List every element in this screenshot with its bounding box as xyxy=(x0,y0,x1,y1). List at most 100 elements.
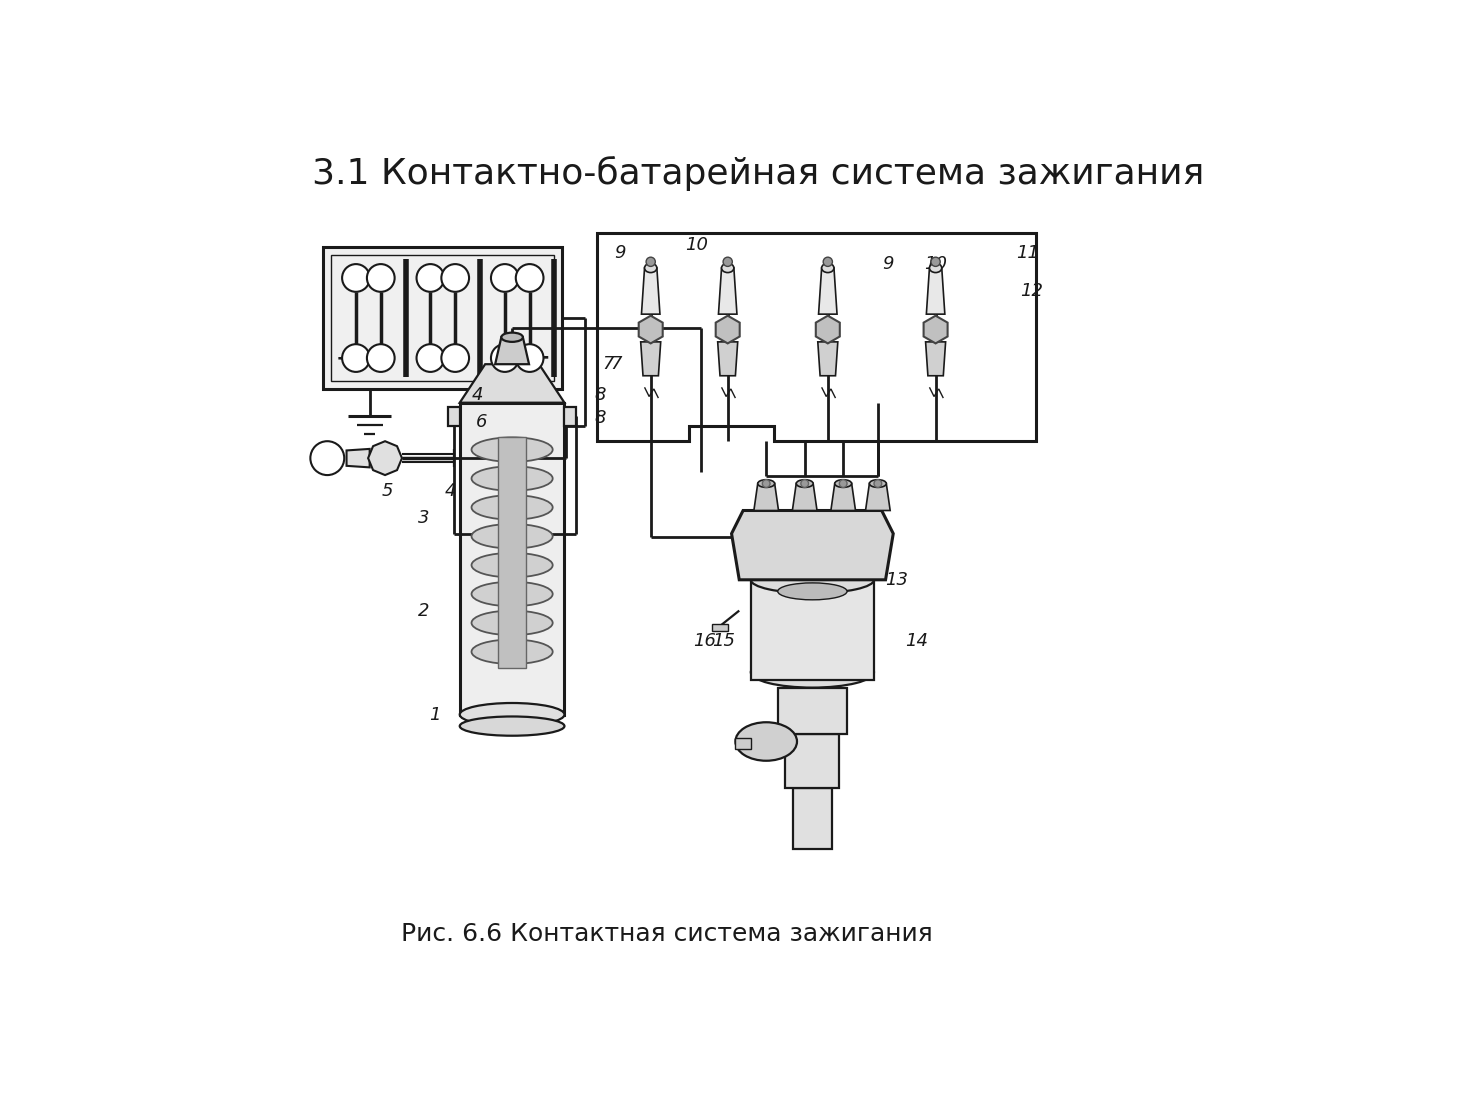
Circle shape xyxy=(647,258,656,266)
Circle shape xyxy=(823,258,832,266)
Polygon shape xyxy=(639,315,663,343)
Circle shape xyxy=(931,258,940,266)
Bar xyxy=(750,579,875,680)
Bar xyxy=(460,403,564,715)
Ellipse shape xyxy=(472,466,552,491)
Ellipse shape xyxy=(835,480,851,487)
Polygon shape xyxy=(641,342,660,376)
Circle shape xyxy=(491,344,518,372)
Circle shape xyxy=(342,264,370,292)
Ellipse shape xyxy=(736,723,798,760)
Text: 3: 3 xyxy=(417,509,429,527)
Text: 8: 8 xyxy=(595,410,607,427)
Text: Рис. 6.6 Контактная система зажигания: Рис. 6.6 Контактная система зажигания xyxy=(401,922,934,946)
Polygon shape xyxy=(460,364,564,403)
Polygon shape xyxy=(731,511,894,579)
Circle shape xyxy=(839,480,847,487)
Text: 4: 4 xyxy=(445,482,456,501)
Polygon shape xyxy=(866,484,889,511)
Text: 3.1 Контактно-батарейная система зажигания: 3.1 Контактно-батарейная система зажиган… xyxy=(312,155,1205,191)
Text: 2: 2 xyxy=(417,602,429,619)
Circle shape xyxy=(801,480,808,487)
Ellipse shape xyxy=(645,263,657,273)
Polygon shape xyxy=(818,268,838,314)
Polygon shape xyxy=(818,342,838,376)
Bar xyxy=(448,406,460,426)
Ellipse shape xyxy=(472,639,552,664)
Text: 16: 16 xyxy=(693,633,716,650)
Polygon shape xyxy=(716,315,740,343)
Bar xyxy=(332,255,555,381)
Text: 7: 7 xyxy=(610,355,622,373)
Text: 5: 5 xyxy=(382,482,394,501)
Ellipse shape xyxy=(460,703,564,726)
Ellipse shape xyxy=(869,480,887,487)
Circle shape xyxy=(515,344,543,372)
Polygon shape xyxy=(924,315,947,343)
Polygon shape xyxy=(815,315,839,343)
Bar xyxy=(564,406,576,426)
Bar xyxy=(786,734,839,788)
Text: 12: 12 xyxy=(1020,282,1043,300)
Bar xyxy=(499,437,525,668)
Text: 7: 7 xyxy=(602,355,614,373)
Polygon shape xyxy=(926,268,944,314)
Ellipse shape xyxy=(821,263,833,273)
Polygon shape xyxy=(369,441,403,475)
Circle shape xyxy=(762,480,770,487)
Circle shape xyxy=(416,264,444,292)
Circle shape xyxy=(515,264,543,292)
Circle shape xyxy=(441,264,469,292)
Bar xyxy=(324,248,562,388)
Circle shape xyxy=(491,264,518,292)
Text: 15: 15 xyxy=(712,633,736,650)
Circle shape xyxy=(367,344,395,372)
Ellipse shape xyxy=(758,480,774,487)
Bar xyxy=(712,625,728,630)
Ellipse shape xyxy=(472,582,552,606)
Ellipse shape xyxy=(472,524,552,548)
Bar xyxy=(793,788,832,849)
Ellipse shape xyxy=(750,657,875,687)
Circle shape xyxy=(342,344,370,372)
Ellipse shape xyxy=(722,263,734,273)
Bar xyxy=(778,687,847,734)
Text: 10: 10 xyxy=(685,235,709,254)
Ellipse shape xyxy=(472,553,552,577)
Polygon shape xyxy=(753,484,778,511)
Text: 8: 8 xyxy=(595,386,607,404)
Polygon shape xyxy=(830,484,855,511)
Ellipse shape xyxy=(460,716,564,736)
Polygon shape xyxy=(925,342,946,376)
Ellipse shape xyxy=(796,480,813,487)
Polygon shape xyxy=(718,268,737,314)
Text: +: + xyxy=(531,349,551,369)
Text: 6: 6 xyxy=(475,413,487,431)
Ellipse shape xyxy=(472,610,552,635)
Circle shape xyxy=(724,258,733,266)
Circle shape xyxy=(311,441,345,475)
Text: 14: 14 xyxy=(904,633,928,650)
Ellipse shape xyxy=(778,583,847,599)
Polygon shape xyxy=(496,337,528,364)
Circle shape xyxy=(367,264,395,292)
Polygon shape xyxy=(792,484,817,511)
Text: 10: 10 xyxy=(924,255,947,273)
Ellipse shape xyxy=(472,437,552,462)
Text: 13: 13 xyxy=(885,571,909,588)
Circle shape xyxy=(875,480,882,487)
Ellipse shape xyxy=(750,566,875,593)
Ellipse shape xyxy=(929,263,941,273)
Polygon shape xyxy=(641,268,660,314)
Ellipse shape xyxy=(502,333,522,342)
Text: −: − xyxy=(336,349,354,369)
Text: 4: 4 xyxy=(472,386,482,404)
Text: 11: 11 xyxy=(1017,243,1039,262)
Text: 9: 9 xyxy=(614,243,626,262)
Circle shape xyxy=(441,344,469,372)
Polygon shape xyxy=(718,342,737,376)
Ellipse shape xyxy=(472,495,552,519)
Circle shape xyxy=(416,344,444,372)
Text: 1: 1 xyxy=(429,706,441,724)
Text: 9: 9 xyxy=(882,255,894,273)
